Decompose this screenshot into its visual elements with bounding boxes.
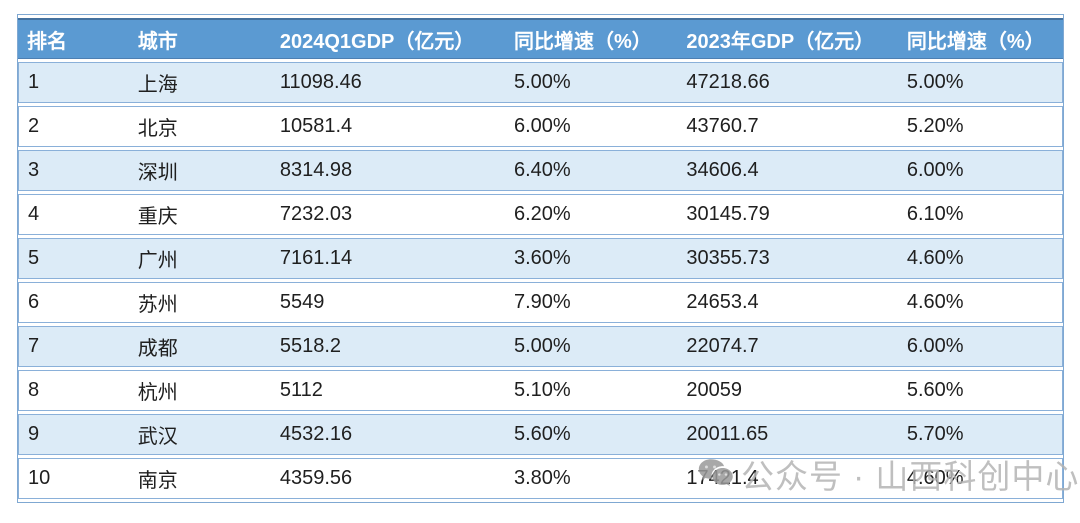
table-cell: 4.60% — [897, 282, 1063, 323]
table-cell: 6.10% — [897, 194, 1063, 235]
table-cell: 3.60% — [504, 238, 678, 279]
table-cell: 5.10% — [504, 370, 678, 411]
table-cell: 4532.16 — [270, 414, 505, 455]
table-cell: 5112 — [270, 370, 505, 411]
table-cell: 34606.4 — [677, 150, 898, 191]
table-cell: 5.20% — [897, 106, 1063, 147]
table-cell: 5518.2 — [270, 326, 505, 367]
table-cell: 北京 — [128, 106, 271, 147]
table-cell: 广州 — [128, 238, 271, 279]
table-cell: 17421.4 — [677, 458, 898, 499]
table-cell: 武汉 — [128, 414, 271, 455]
table-row: 4 重庆 7232.03 6.20% 30145.79 6.10% — [18, 194, 1063, 235]
table-cell: 43760.7 — [677, 106, 898, 147]
table-cell: 10 — [18, 458, 129, 499]
table-cell: 7 — [18, 326, 129, 367]
table-cell: 9 — [18, 414, 129, 455]
table-cell: 4.60% — [897, 238, 1063, 279]
table-cell: 杭州 — [128, 370, 271, 411]
table-row: 7 成都 5518.2 5.00% 22074.7 6.00% — [18, 326, 1063, 367]
column-header-3: 同比增速（%） — [504, 18, 678, 59]
table-row: 2 北京 10581.4 6.00% 43760.7 5.20% — [18, 106, 1063, 147]
table-row: 5 广州 7161.14 3.60% 30355.73 4.60% — [18, 238, 1063, 279]
column-header-4: 2023年GDP（亿元） — [677, 18, 898, 59]
table-row: 3 深圳 8314.98 6.40% 34606.4 6.00% — [18, 150, 1063, 191]
table-cell: 24653.4 — [677, 282, 898, 323]
table-cell: 南京 — [128, 458, 271, 499]
table-cell: 5.00% — [504, 326, 678, 367]
table-cell: 22074.7 — [677, 326, 898, 367]
table-cell: 8314.98 — [270, 150, 505, 191]
table-cell: 上海 — [128, 62, 271, 103]
table-header-row: 排名 城市 2024Q1GDP（亿元） 同比增速（%） 2023年GDP（亿元） 同比增速… — [18, 18, 1063, 59]
table-row: 6 苏州 5549 7.90% 24653.4 4.60% — [18, 282, 1063, 323]
table-cell: 重庆 — [128, 194, 271, 235]
table-cell: 4.60% — [897, 458, 1063, 499]
table-cell: 20011.65 — [677, 414, 898, 455]
table-row: 1 上海 11098.46 5.00% 47218.66 5.00% — [18, 62, 1063, 103]
column-header-5: 同比增速（%） — [897, 18, 1063, 59]
table-cell: 30355.73 — [677, 238, 898, 279]
table-row: 10 南京 4359.56 3.80% 17421.4 4.60% — [18, 458, 1063, 499]
table-cell: 2 — [18, 106, 129, 147]
gdp-table: 排名 城市 2024Q1GDP（亿元） 同比增速（%） 2023年GDP（亿元） 同比增速… — [17, 14, 1064, 503]
table-cell: 6.00% — [504, 106, 678, 147]
table-cell: 30145.79 — [677, 194, 898, 235]
table-cell: 7161.14 — [270, 238, 505, 279]
table-cell: 6.40% — [504, 150, 678, 191]
table-cell: 苏州 — [128, 282, 271, 323]
table-cell: 1 — [18, 62, 129, 103]
city-gdp-ranking-table: 排名 城市 2024Q1GDP（亿元） 同比增速（%） 2023年GDP（亿元） 同比增速… — [18, 15, 1063, 502]
table-cell: 20059 — [677, 370, 898, 411]
table-cell: 8 — [18, 370, 129, 411]
table-cell: 4359.56 — [270, 458, 505, 499]
column-header-2: 2024Q1GDP（亿元） — [270, 18, 505, 59]
table-cell: 47218.66 — [677, 62, 898, 103]
table-cell: 7232.03 — [270, 194, 505, 235]
table-cell: 6.20% — [504, 194, 678, 235]
table-cell: 6.00% — [897, 326, 1063, 367]
table-cell: 6.00% — [897, 150, 1063, 191]
table-cell: 成都 — [128, 326, 271, 367]
table-cell: 6 — [18, 282, 129, 323]
table-cell: 5.70% — [897, 414, 1063, 455]
table-cell: 10581.4 — [270, 106, 505, 147]
table-cell: 深圳 — [128, 150, 271, 191]
column-header-1: 城市 — [128, 18, 271, 59]
table-cell: 5.60% — [504, 414, 678, 455]
table-row: 8 杭州 5112 5.10% 20059 5.60% — [18, 370, 1063, 411]
table-cell: 5.60% — [897, 370, 1063, 411]
table-cell: 3 — [18, 150, 129, 191]
table-cell: 3.80% — [504, 458, 678, 499]
table-cell: 5.00% — [897, 62, 1063, 103]
table-cell: 7.90% — [504, 282, 678, 323]
table-cell: 5.00% — [504, 62, 678, 103]
table-cell: 11098.46 — [270, 62, 505, 103]
table-cell: 5 — [18, 238, 129, 279]
table-cell: 4 — [18, 194, 129, 235]
column-header-0: 排名 — [18, 18, 129, 59]
table-row: 9 武汉 4532.16 5.60% 20011.65 5.70% — [18, 414, 1063, 455]
table-cell: 5549 — [270, 282, 505, 323]
